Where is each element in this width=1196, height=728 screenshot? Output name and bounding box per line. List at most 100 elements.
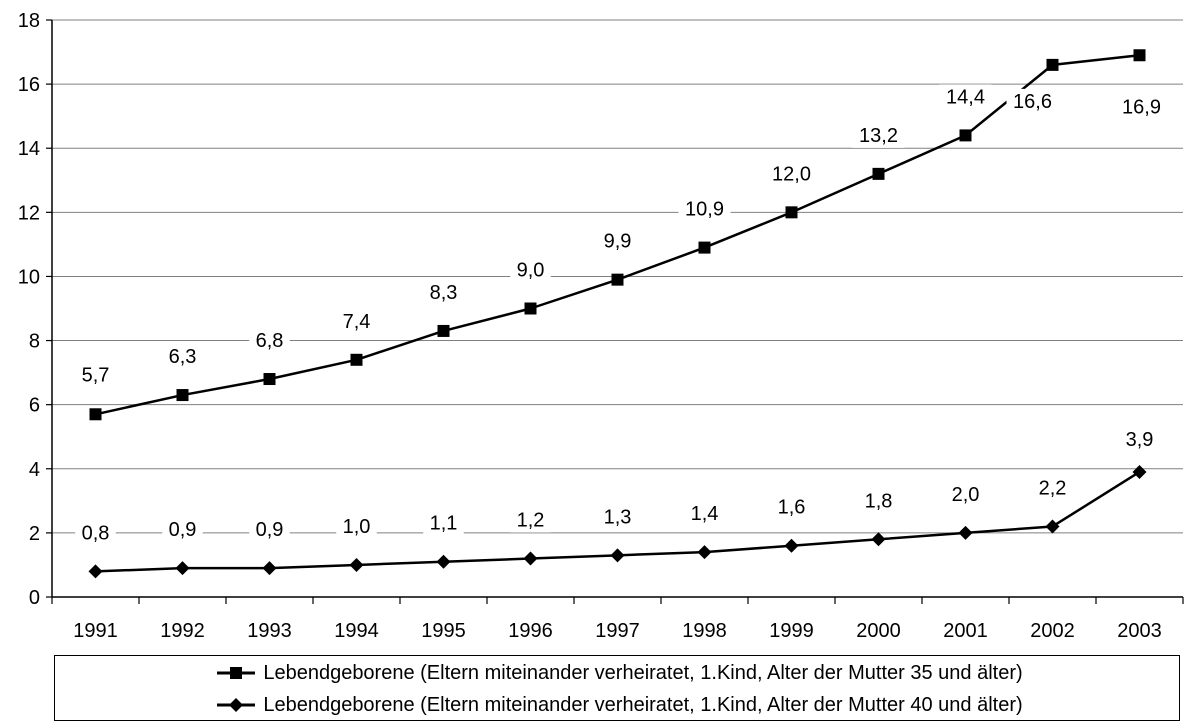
x-tick-label: 1994 bbox=[334, 620, 379, 642]
square-marker bbox=[1133, 49, 1146, 62]
series-1-data-label: 12,0 bbox=[772, 163, 811, 185]
data-label-bg bbox=[939, 84, 992, 110]
series-2-data-label: 1,6 bbox=[778, 497, 806, 519]
y-tick-label: 6 bbox=[29, 395, 40, 417]
square-marker bbox=[1046, 58, 1059, 71]
diamond-marker bbox=[697, 545, 712, 560]
square-marker bbox=[263, 373, 276, 386]
y-tick-label: 2 bbox=[29, 523, 40, 545]
data-label-bg bbox=[1119, 426, 1160, 452]
square-marker bbox=[785, 206, 798, 219]
series-layer bbox=[88, 49, 1147, 579]
y-tick-label: 14 bbox=[18, 138, 40, 160]
data-label-bg bbox=[510, 507, 551, 533]
square-marker bbox=[350, 353, 363, 366]
data-labels: 5,7 6,3 6,8 7,4 8,3 9,0 9,9 10,9 12,0 13,2 14,4 16,… bbox=[75, 84, 1168, 546]
series-2-data-label: 1,2 bbox=[517, 510, 545, 532]
y-tick-label: 16 bbox=[18, 74, 40, 96]
data-label-bg bbox=[858, 488, 899, 514]
series-2-data-label: 0,8 bbox=[82, 522, 110, 544]
diamond-marker bbox=[958, 525, 973, 540]
data-label-bg bbox=[1115, 94, 1168, 120]
series-2-data-label: 2,2 bbox=[1039, 477, 1067, 499]
diamond-marker bbox=[1132, 464, 1147, 479]
diamond-marker bbox=[262, 561, 277, 576]
data-label-bg bbox=[75, 362, 116, 388]
series-2-data-label: 2,0 bbox=[952, 484, 980, 506]
line-chart: 0 2 4 6 8 10 12 14 16 18 1991 1992 1993 1994 1995 1996… bbox=[18, 10, 1184, 642]
square-marker bbox=[698, 241, 711, 254]
series-1-data-label: 6,8 bbox=[256, 330, 284, 352]
x-tick-label: 1991 bbox=[73, 620, 118, 642]
square-marker bbox=[959, 129, 972, 142]
x-tick-label: 2003 bbox=[1117, 620, 1162, 642]
data-label-bg bbox=[423, 279, 464, 305]
data-label-bg bbox=[684, 501, 725, 527]
series-2-data-label: 1,0 bbox=[343, 516, 371, 538]
series-1-data-label: 6,3 bbox=[169, 346, 197, 368]
legend-label-series-2: Lebendgeborene (Eltern miteinander verhe… bbox=[263, 693, 1023, 716]
data-label-bg bbox=[597, 504, 638, 530]
series-1-data-label: 16,9 bbox=[1122, 96, 1161, 118]
diamond-marker bbox=[784, 538, 799, 553]
square-marker bbox=[176, 389, 189, 402]
data-label-bg bbox=[1006, 88, 1059, 114]
data-label-bg bbox=[162, 344, 203, 370]
y-tick-label: 10 bbox=[18, 266, 40, 288]
diamond-marker bbox=[436, 554, 451, 569]
series-1-data-label: 9,9 bbox=[604, 231, 632, 253]
legend-item-series-1: Lebendgeborene (Eltern miteinander verhe… bbox=[55, 658, 1179, 688]
data-label-bg bbox=[75, 520, 116, 546]
diamond-marker bbox=[523, 551, 538, 566]
y-tick-label: 12 bbox=[18, 202, 40, 224]
data-label-bg bbox=[249, 328, 290, 354]
series-1-data-label: 8,3 bbox=[430, 282, 458, 304]
data-label-bg bbox=[249, 517, 290, 543]
diamond-marker bbox=[88, 564, 103, 579]
legend-diamond-marker-icon bbox=[217, 698, 256, 712]
diamond-marker bbox=[610, 548, 625, 563]
data-label-bg bbox=[1032, 475, 1073, 501]
data-label-bg bbox=[162, 517, 203, 543]
series-1-data-label: 16,6 bbox=[1013, 91, 1052, 113]
series-2-data-label: 1,1 bbox=[430, 513, 458, 535]
series-2-data-label: 1,4 bbox=[691, 503, 719, 525]
legend: Lebendgeborene (Eltern miteinander verhe… bbox=[54, 655, 1180, 721]
legend-square-marker-icon bbox=[217, 667, 256, 679]
data-label-bg bbox=[852, 122, 905, 148]
series-2-data-label: 0,9 bbox=[169, 519, 197, 541]
series-2-data-label: 1,3 bbox=[604, 506, 632, 528]
x-tick-label: 1999 bbox=[769, 620, 814, 642]
square-marker bbox=[437, 324, 450, 337]
data-label-bg bbox=[945, 481, 986, 507]
y-tick-labels: 0 2 4 6 8 10 12 14 16 18 bbox=[18, 10, 40, 609]
x-tick-label: 1993 bbox=[247, 620, 292, 642]
y-tick-label: 8 bbox=[29, 331, 40, 353]
x-tick-label: 1995 bbox=[421, 620, 466, 642]
y-tick-label: 0 bbox=[29, 587, 40, 609]
data-label-bg bbox=[771, 494, 812, 520]
data-label-bg bbox=[510, 257, 551, 283]
series-1-data-label: 5,7 bbox=[82, 364, 110, 386]
series-1-data-label: 14,4 bbox=[946, 86, 985, 108]
square-marker bbox=[872, 167, 885, 180]
series-1-data-label: 9,0 bbox=[517, 260, 545, 282]
data-label-bg bbox=[336, 308, 377, 334]
axes bbox=[46, 19, 1184, 604]
data-label-bg bbox=[765, 161, 818, 187]
legend-label-series-1: Lebendgeborene (Eltern miteinander verhe… bbox=[263, 661, 1023, 684]
x-tick-label: 2002 bbox=[1030, 620, 1075, 642]
square-marker bbox=[524, 302, 537, 315]
x-tick-label: 1996 bbox=[508, 620, 553, 642]
x-tick-label: 1997 bbox=[595, 620, 640, 642]
y-tick-label: 18 bbox=[18, 10, 40, 32]
square-marker bbox=[89, 408, 102, 421]
diamond-marker bbox=[349, 557, 364, 572]
series-2-data-label: 1,8 bbox=[865, 490, 893, 512]
data-label-bg bbox=[336, 513, 377, 539]
x-tick-label: 2000 bbox=[856, 620, 901, 642]
series-2-data-label: 3,9 bbox=[1126, 429, 1154, 451]
data-label-bg bbox=[678, 196, 731, 222]
series-2-data-label: 0,9 bbox=[256, 519, 284, 541]
data-label-bg bbox=[597, 228, 638, 254]
